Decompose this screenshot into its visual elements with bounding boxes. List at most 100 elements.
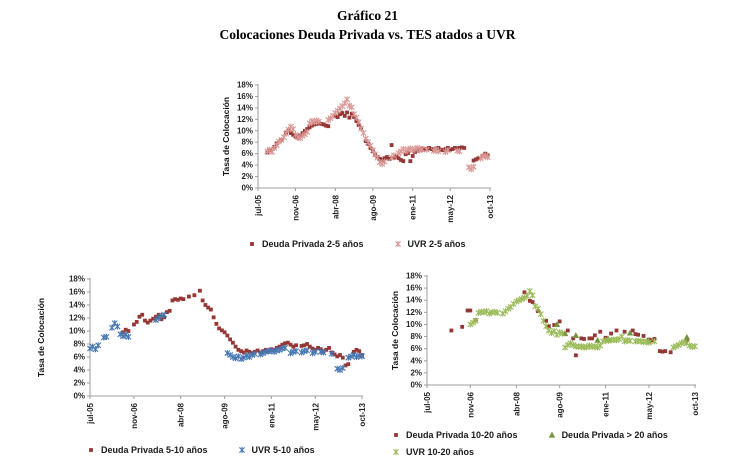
y-tick-label: 10% bbox=[69, 327, 85, 336]
data-point bbox=[173, 297, 178, 302]
data-point bbox=[291, 132, 296, 137]
data-point bbox=[238, 446, 245, 454]
y-tick-label: 2% bbox=[73, 379, 85, 388]
data-point bbox=[522, 290, 527, 295]
data-point bbox=[564, 341, 571, 349]
legend-label: UVR 5-10 años bbox=[251, 445, 315, 455]
data-point bbox=[351, 111, 358, 118]
data-point bbox=[290, 125, 297, 133]
y-tick-label: 4% bbox=[241, 161, 253, 170]
data-point bbox=[572, 332, 580, 338]
data-point bbox=[241, 350, 246, 355]
data-point bbox=[251, 350, 258, 357]
data-point bbox=[614, 328, 619, 333]
data-point bbox=[449, 328, 454, 333]
y-tick-label: 2% bbox=[410, 368, 422, 377]
data-point bbox=[315, 118, 322, 125]
x-tick-label: may-12 bbox=[311, 402, 320, 430]
data-point bbox=[590, 336, 595, 341]
y-tick-label: 12% bbox=[406, 308, 422, 317]
data-point bbox=[161, 311, 168, 318]
y-tick-label: 2% bbox=[241, 172, 253, 181]
data-point bbox=[390, 152, 397, 159]
data-point bbox=[660, 349, 665, 354]
data-point bbox=[89, 448, 93, 452]
y-tick-label: 12% bbox=[69, 314, 85, 323]
data-point bbox=[354, 119, 359, 123]
data-point bbox=[457, 146, 462, 150]
data-point bbox=[423, 146, 430, 153]
data-point bbox=[302, 128, 307, 133]
data-point bbox=[222, 330, 227, 335]
data-point bbox=[114, 323, 121, 330]
data-point bbox=[394, 154, 399, 159]
data-point bbox=[151, 316, 156, 321]
data-point bbox=[651, 338, 658, 345]
x-tick-label: oct-13 bbox=[486, 194, 495, 218]
data-point bbox=[282, 344, 289, 351]
data-point bbox=[598, 329, 603, 334]
data-point bbox=[384, 155, 389, 159]
data-point bbox=[293, 348, 300, 355]
y-tick-label: 18% bbox=[69, 275, 85, 284]
data-point bbox=[359, 353, 365, 360]
data-point bbox=[277, 344, 282, 349]
data-point bbox=[630, 328, 635, 333]
data-point bbox=[471, 158, 476, 163]
data-point bbox=[225, 333, 230, 338]
data-point bbox=[348, 104, 355, 111]
data-point bbox=[521, 294, 528, 301]
legend-marker-square-icon bbox=[250, 242, 254, 246]
data-point bbox=[339, 364, 346, 372]
data-point bbox=[592, 333, 597, 338]
y-tick-label: 8% bbox=[241, 138, 253, 147]
data-point bbox=[148, 318, 153, 323]
data-point bbox=[155, 314, 162, 322]
data-point bbox=[683, 333, 691, 340]
data-point bbox=[117, 331, 124, 338]
x-tick-label: oct-13 bbox=[358, 402, 367, 426]
data-point bbox=[178, 296, 183, 301]
y-tick-label: 18% bbox=[237, 81, 253, 90]
data-point bbox=[125, 333, 132, 340]
data-point bbox=[197, 288, 202, 293]
y-tick-label: 10% bbox=[406, 320, 422, 329]
data-point bbox=[657, 349, 662, 353]
data-point bbox=[544, 318, 549, 323]
data-point bbox=[126, 329, 131, 333]
data-point bbox=[594, 336, 601, 343]
data-point bbox=[372, 151, 379, 158]
data-point bbox=[622, 329, 627, 334]
data-point bbox=[360, 129, 367, 137]
data-point bbox=[349, 111, 354, 116]
data-point bbox=[382, 156, 387, 161]
data-point bbox=[468, 308, 473, 313]
data-point bbox=[529, 292, 536, 299]
data-point bbox=[338, 112, 342, 117]
y-tick-label: 18% bbox=[406, 272, 422, 281]
data-point bbox=[273, 141, 280, 149]
data-point bbox=[460, 324, 465, 329]
data-point bbox=[328, 350, 335, 357]
series-deuda-privada-10-20-a-os bbox=[449, 290, 689, 358]
data-point bbox=[692, 343, 698, 350]
data-point bbox=[206, 305, 211, 310]
data-point bbox=[240, 354, 247, 361]
y-tick-label: 4% bbox=[73, 366, 85, 375]
data-point bbox=[535, 305, 541, 312]
y-tick-label: 6% bbox=[410, 344, 422, 353]
data-point bbox=[573, 353, 578, 358]
data-point bbox=[304, 347, 311, 354]
data-point bbox=[394, 240, 401, 248]
legend-marker-square-icon bbox=[394, 433, 398, 437]
y-tick-label: 4% bbox=[410, 356, 422, 365]
data-point bbox=[557, 319, 562, 324]
y-tick-label: 10% bbox=[237, 126, 253, 135]
data-point bbox=[587, 336, 592, 341]
data-point bbox=[246, 353, 253, 361]
y-tick-label: 8% bbox=[410, 332, 422, 341]
data-point bbox=[394, 433, 398, 437]
data-point bbox=[627, 337, 634, 344]
data-point bbox=[381, 158, 388, 165]
